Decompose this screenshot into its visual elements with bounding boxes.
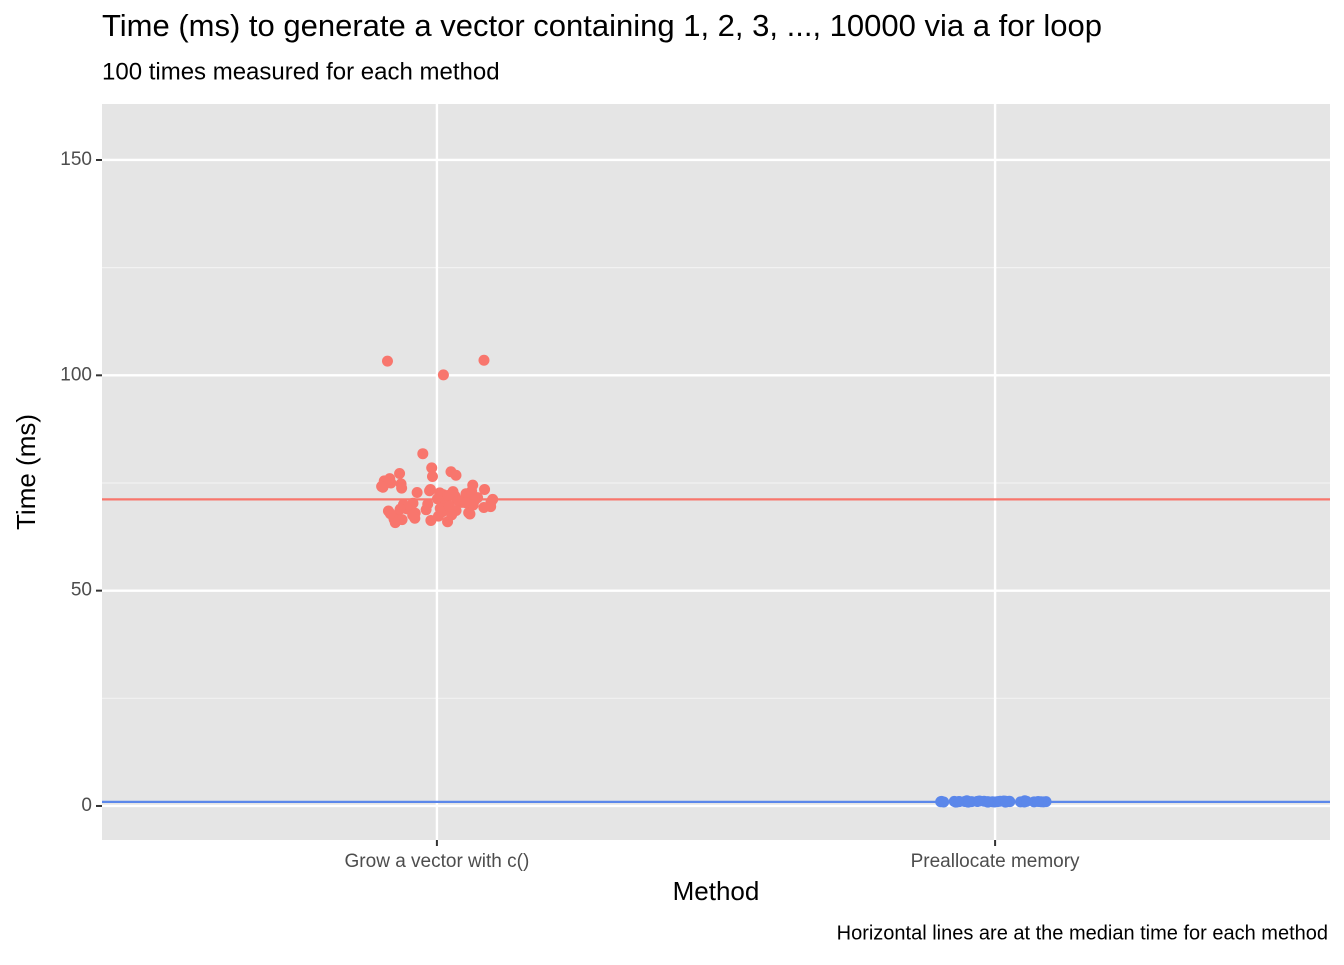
- point: [953, 796, 965, 808]
- point: [446, 509, 458, 521]
- point: [437, 369, 449, 381]
- x-tick-label: Grow a vector with c(): [345, 851, 530, 872]
- point: [479, 483, 491, 495]
- point: [1000, 795, 1012, 807]
- point: [396, 482, 408, 494]
- point: [424, 485, 436, 497]
- point: [411, 486, 423, 498]
- x-tick-label: Preallocate memory: [911, 851, 1080, 872]
- point: [425, 514, 437, 526]
- point: [963, 796, 975, 808]
- point: [420, 504, 432, 516]
- point: [389, 517, 401, 529]
- point: [1021, 795, 1033, 807]
- point: [426, 462, 438, 474]
- chart-subtitle: 100 times measured for each method: [102, 58, 500, 85]
- x-axis-title: Method: [673, 876, 760, 906]
- point: [974, 795, 986, 807]
- point: [460, 497, 472, 509]
- point: [1032, 795, 1044, 807]
- point: [938, 796, 950, 808]
- panel-background: [102, 104, 1330, 840]
- point: [384, 508, 396, 520]
- point: [394, 503, 406, 515]
- point: [478, 354, 490, 366]
- y-axis-title: Time (ms): [11, 414, 41, 530]
- point: [394, 468, 406, 480]
- y-tick-label: 0: [81, 795, 92, 816]
- y-tick-label: 50: [71, 580, 92, 601]
- caption: Horizontal lines are at the median time …: [837, 922, 1328, 944]
- point: [478, 502, 490, 514]
- point: [426, 471, 438, 483]
- point: [464, 508, 476, 520]
- point: [417, 448, 429, 460]
- y-tick-label: 100: [60, 364, 92, 385]
- point: [442, 489, 454, 501]
- point: [409, 512, 421, 524]
- point: [384, 473, 396, 485]
- point: [450, 469, 462, 481]
- point: [466, 485, 478, 497]
- chart-title: Time (ms) to generate a vector containin…: [102, 8, 1102, 43]
- y-tick-label: 150: [60, 149, 92, 170]
- point: [381, 355, 393, 367]
